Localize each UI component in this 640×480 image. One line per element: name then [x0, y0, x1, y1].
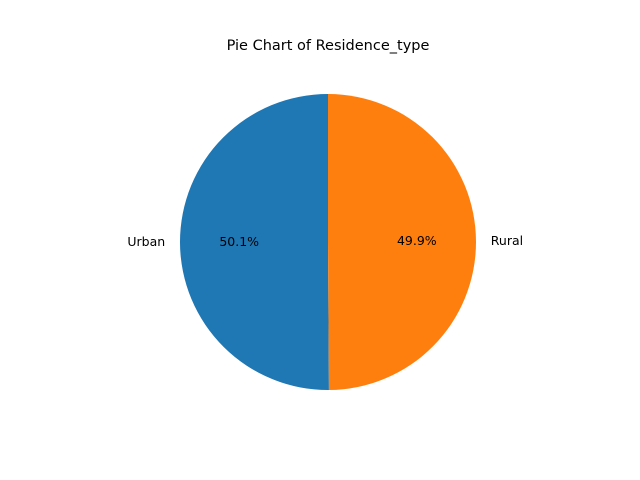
pie-value-label-urban: 50.1% — [219, 234, 259, 249]
pie-value-label-rural: 49.9% — [397, 233, 437, 248]
chart-title: Pie Chart of Residence_type — [227, 38, 430, 54]
pie-label-urban: Urban — [127, 234, 165, 249]
pie-labels: Urban 50.1% Rural 49.9% — [127, 233, 523, 249]
pie-slices — [179, 94, 476, 390]
pie-label-rural: Rural — [491, 233, 523, 248]
pie-slice-urban — [179, 94, 329, 390]
pie-slice-rural — [328, 94, 476, 390]
